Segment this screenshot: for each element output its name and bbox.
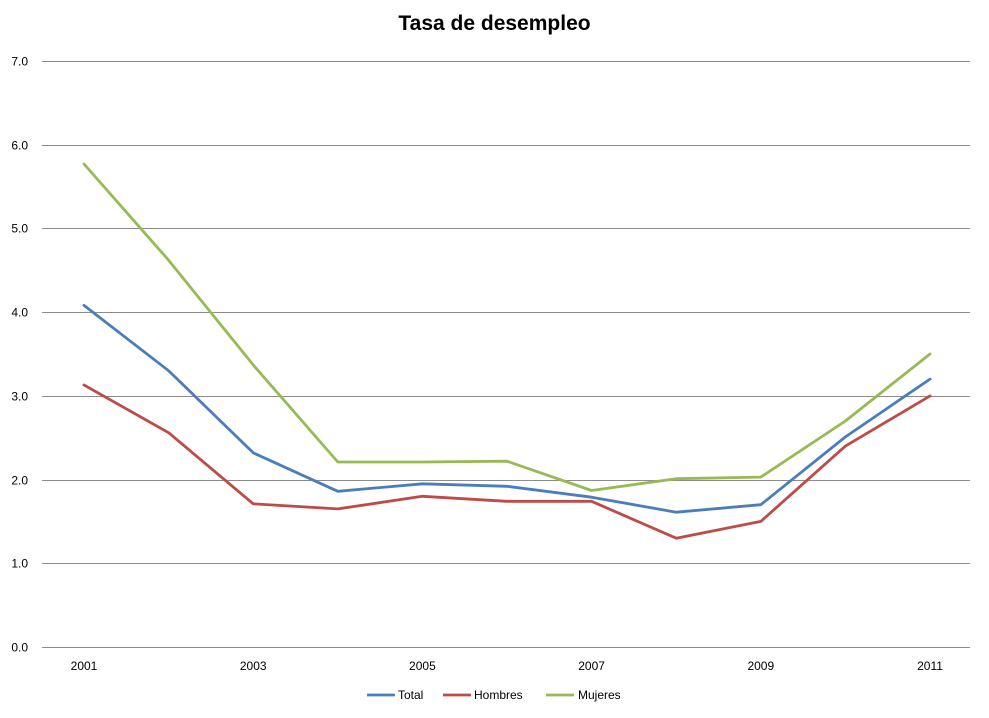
legend-label: Mujeres — [578, 688, 621, 702]
y-tick-label: 1.0 — [11, 557, 28, 571]
y-tick-label: 5.0 — [11, 222, 28, 236]
x-tick-label: 2005 — [409, 659, 436, 673]
series-lines — [82, 162, 932, 540]
legend-item-total: Total — [367, 688, 423, 702]
x-tick-label: 2011 — [917, 659, 943, 673]
x-tick-label: 2003 — [240, 659, 267, 673]
y-tick-label: 0.0 — [11, 641, 28, 655]
y-tick-label: 2.0 — [11, 474, 28, 488]
legend-label: Hombres — [474, 688, 523, 702]
y-tick-label: 7.0 — [11, 55, 28, 69]
series-line-hombres — [82, 383, 932, 540]
chart-title: Tasa de desempleo — [398, 12, 591, 35]
series-line-mujeres — [82, 162, 932, 492]
x-tick-label: 2001 — [71, 659, 98, 673]
y-tick-label: 4.0 — [11, 306, 28, 320]
gridlines — [42, 61, 970, 564]
y-tick-label: 3.0 — [11, 390, 28, 404]
legend-label: Total — [398, 688, 423, 702]
series-line-total — [82, 303, 932, 514]
axes: 0.0 1.0 2.0 3.0 4.0 5.0 6.0 7.0 2001 2003 2005 2007… — [11, 55, 970, 673]
legend-item-mujeres: Mujeres — [546, 688, 621, 702]
legend: Total Hombres Mujeres — [367, 688, 621, 702]
y-tick-label: 6.0 — [11, 139, 28, 153]
x-tick-label: 2009 — [747, 659, 774, 673]
legend-item-hombres: Hombres — [443, 688, 523, 702]
x-tick-label: 2007 — [578, 659, 605, 673]
